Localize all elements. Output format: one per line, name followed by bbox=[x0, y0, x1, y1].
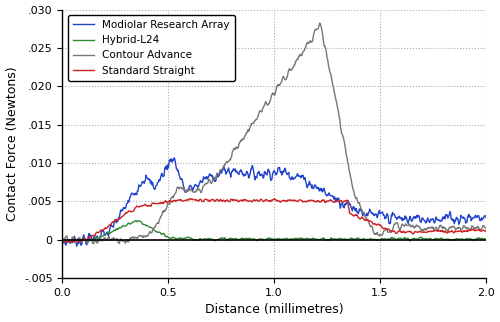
Standard Straight bbox=[324, 199, 330, 203]
Modiolar Research Array bbox=[337, 203, 343, 207]
Modiolar Research Array bbox=[312, 183, 318, 187]
Modiolar Research Array bbox=[324, 194, 330, 198]
Modiolar Research Array bbox=[172, 156, 177, 160]
Modiolar Research Array bbox=[86, 234, 92, 238]
Contour Advance bbox=[316, 21, 322, 25]
Hybrid-L24 bbox=[337, 237, 343, 241]
Contour Advance bbox=[312, 28, 318, 32]
Modiolar Research Array bbox=[434, 217, 440, 221]
Contour Advance bbox=[337, 118, 343, 122]
Modiolar Research Array bbox=[493, 221, 499, 224]
Line: Hybrid-L24: Hybrid-L24 bbox=[62, 221, 496, 242]
Contour Advance bbox=[390, 229, 396, 232]
Modiolar Research Array bbox=[74, 244, 80, 248]
Standard Straight bbox=[337, 200, 343, 204]
Line: Contour Advance: Contour Advance bbox=[62, 23, 496, 243]
Contour Advance bbox=[434, 227, 440, 231]
Standard Straight bbox=[60, 240, 66, 243]
Hybrid-L24 bbox=[86, 238, 92, 242]
Modiolar Research Array bbox=[390, 211, 396, 214]
Modiolar Research Array bbox=[60, 237, 66, 241]
Standard Straight bbox=[86, 236, 92, 240]
Contour Advance bbox=[90, 242, 96, 245]
Contour Advance bbox=[324, 54, 330, 58]
Contour Advance bbox=[60, 238, 66, 242]
Hybrid-L24 bbox=[134, 219, 140, 223]
Hybrid-L24 bbox=[390, 236, 396, 240]
Line: Modiolar Research Array: Modiolar Research Array bbox=[62, 158, 496, 246]
Standard Straight bbox=[434, 229, 440, 232]
Standard Straight bbox=[390, 230, 396, 233]
Hybrid-L24 bbox=[312, 237, 318, 241]
Hybrid-L24 bbox=[324, 238, 330, 242]
Standard Straight bbox=[312, 200, 318, 204]
Standard Straight bbox=[493, 233, 499, 237]
X-axis label: Distance (millimetres): Distance (millimetres) bbox=[204, 303, 344, 317]
Hybrid-L24 bbox=[72, 240, 78, 244]
Contour Advance bbox=[86, 239, 92, 243]
Hybrid-L24 bbox=[60, 239, 66, 242]
Line: Standard Straight: Standard Straight bbox=[62, 199, 496, 243]
Standard Straight bbox=[186, 197, 192, 201]
Contour Advance bbox=[493, 234, 499, 238]
Hybrid-L24 bbox=[493, 238, 499, 242]
Legend: Modiolar Research Array, Hybrid-L24, Contour Advance, Standard Straight: Modiolar Research Array, Hybrid-L24, Con… bbox=[68, 15, 235, 81]
Standard Straight bbox=[61, 241, 67, 245]
Hybrid-L24 bbox=[434, 237, 440, 241]
Y-axis label: Contact Force (Newtons): Contact Force (Newtons) bbox=[6, 67, 18, 221]
